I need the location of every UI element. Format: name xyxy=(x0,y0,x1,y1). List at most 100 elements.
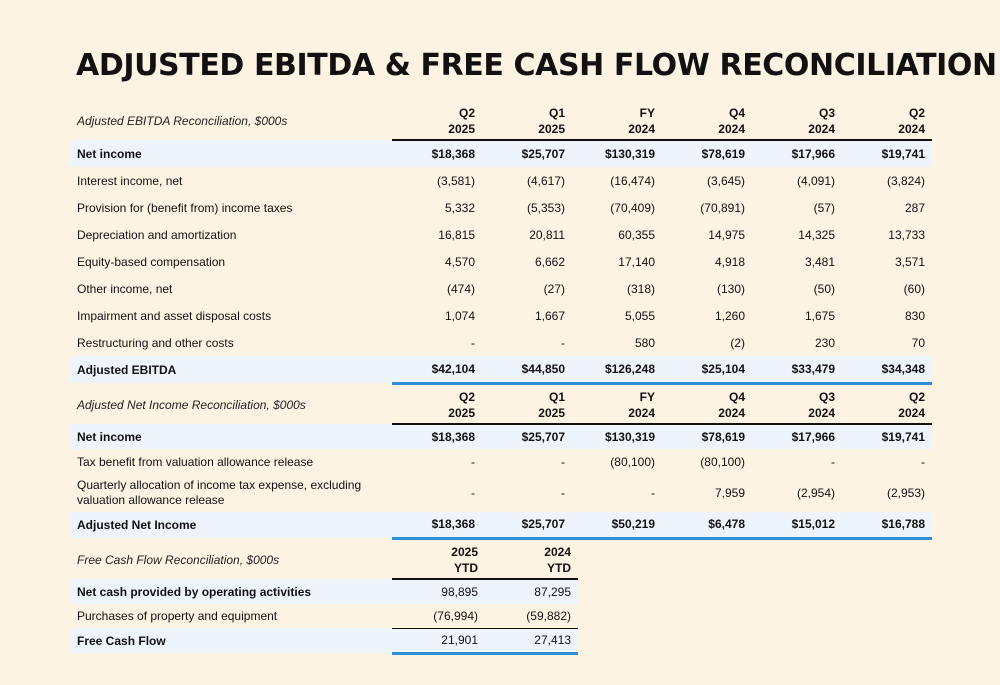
table-cell: (57) xyxy=(813,200,835,215)
table-cell: (2,954) xyxy=(796,486,835,500)
table-cell: (4,091) xyxy=(796,173,835,188)
table-cell: $18,368 xyxy=(392,512,482,540)
total-row: Adjusted EBITDA $42,104 $44,850 $126,248… xyxy=(70,356,932,385)
column-header-top: Q3 xyxy=(818,389,835,404)
column-header-top: Q2 xyxy=(908,389,925,404)
column-header: Q4 2024 xyxy=(662,386,752,425)
adjusted-ebitda-table: Adjusted EBITDA Reconciliation, $000s Q2… xyxy=(70,102,932,385)
table-cell: $17,966 xyxy=(791,430,835,444)
table-cell: $78,619 xyxy=(701,430,745,444)
row-label: Quarterly allocation of income tax expen… xyxy=(77,478,362,507)
column-header-bottom: YTD xyxy=(454,560,478,575)
row-label: Net income xyxy=(77,146,142,161)
table-cell: 17,140 xyxy=(618,254,655,269)
row-label: Net cash provided by operating activitie… xyxy=(77,584,312,599)
table-cell: $78,619 xyxy=(701,147,745,161)
row-label: Interest income, net xyxy=(77,173,183,188)
table-cell: 20,811 xyxy=(529,227,565,242)
table-cell: 14,975 xyxy=(708,227,745,242)
table-row: Purchases of property and equipment (76,… xyxy=(70,604,578,629)
column-header-bottom: 2024 xyxy=(628,405,655,420)
column-header-top: Q2 xyxy=(908,105,925,120)
column-header-bottom: 2024 xyxy=(898,405,925,420)
row-label: Impairment and asset disposal costs xyxy=(77,308,272,323)
column-header-top: 2024 xyxy=(544,544,571,559)
table-cell: 1,675 xyxy=(804,308,835,323)
table-header-row: Adjusted EBITDA Reconciliation, $000s Q2… xyxy=(70,102,932,141)
column-header-bottom: 2025 xyxy=(448,405,475,420)
row-label: Adjusted Net Income xyxy=(77,518,197,532)
table-cell: 27,413 xyxy=(485,628,578,655)
table-cell: $25,104 xyxy=(662,356,752,385)
table-cell: - xyxy=(651,486,655,500)
table-header-label: Adjusted Net Income Reconciliation, $000… xyxy=(77,398,306,412)
row-label: Purchases of property and equipment xyxy=(77,609,278,623)
table-cell: (474) xyxy=(446,281,475,296)
column-header: 2025 YTD xyxy=(392,541,485,580)
table-cell: (3,645) xyxy=(706,173,745,188)
table-cell: - xyxy=(831,454,835,469)
column-header-bottom: 2024 xyxy=(718,405,745,420)
table-header-label: Free Cash Flow Reconciliation, $000s xyxy=(77,553,280,567)
table-cell: $34,348 xyxy=(842,356,932,385)
table-row: Provision for (benefit from) income taxe… xyxy=(70,194,932,221)
table-cell: 14,325 xyxy=(798,227,835,242)
table-cell: $50,219 xyxy=(572,512,662,540)
table-cell: 230 xyxy=(814,335,835,350)
table-cell: (5,353) xyxy=(526,200,565,215)
column-header-top: Q2 xyxy=(458,105,475,120)
table-cell: $42,104 xyxy=(392,356,482,385)
table-cell: 1,667 xyxy=(534,308,565,323)
table-cell: 287 xyxy=(904,200,925,215)
column-header-bottom: 2024 xyxy=(808,121,835,136)
table-cell: $126,248 xyxy=(572,356,662,385)
column-header-bottom: 2024 xyxy=(808,405,835,420)
table-cell: 87,295 xyxy=(534,585,571,599)
table-cell: 60,355 xyxy=(618,227,655,242)
column-header: 2024 YTD xyxy=(485,541,578,580)
table-header-row: Free Cash Flow Reconciliation, $000s 202… xyxy=(70,541,578,580)
table-cell: (50) xyxy=(813,281,835,296)
table-cell: 5,332 xyxy=(444,200,475,215)
table-cell: 98,895 xyxy=(441,585,478,599)
column-header-bottom: 2025 xyxy=(538,405,565,420)
table-cell: (2,953) xyxy=(886,486,925,500)
table-cell: (16,474) xyxy=(610,173,655,188)
table-cell: $19,741 xyxy=(881,147,925,161)
column-header: Q4 2024 xyxy=(662,102,752,141)
table-row: Net cash provided by operating activitie… xyxy=(70,579,578,604)
table-cell: 21,901 xyxy=(392,628,485,655)
table-cell: - xyxy=(471,335,475,350)
table-row: Interest income, net (3,581) (4,617) (16… xyxy=(70,167,932,194)
table-cell: (130) xyxy=(716,281,745,296)
table-cell: $44,850 xyxy=(482,356,572,385)
table-row: Tax benefit from valuation allowance rel… xyxy=(70,449,932,474)
table-cell: 1,074 xyxy=(444,308,475,323)
table-cell: - xyxy=(561,486,565,500)
table-cell: 4,570 xyxy=(444,254,475,269)
table-cell: - xyxy=(471,486,475,500)
column-header-bottom: 2025 xyxy=(538,121,565,136)
row-label: Net income xyxy=(77,429,142,444)
free-cash-flow-table: Free Cash Flow Reconciliation, $000s 202… xyxy=(70,541,578,655)
column-header-top: Q1 xyxy=(548,389,565,404)
table-cell: (59,882) xyxy=(485,604,578,629)
table-cell: $17,966 xyxy=(791,147,835,161)
table-cell: $6,478 xyxy=(662,512,752,540)
table-cell: (4,617) xyxy=(526,173,565,188)
column-header-bottom: YTD xyxy=(547,560,571,575)
column-header: Q1 2025 xyxy=(482,386,572,425)
table-cell: (60) xyxy=(903,281,925,296)
column-header-top: Q3 xyxy=(818,105,835,120)
page-title: ADJUSTED EBITDA & FREE CASH FLOW RECONCI… xyxy=(76,48,997,83)
table-row: Depreciation and amortization 16,815 20,… xyxy=(70,221,932,248)
column-header-top: Q1 xyxy=(548,105,565,120)
table-cell: - xyxy=(561,335,565,350)
column-header-top: 2025 xyxy=(451,544,478,559)
table-cell: 6,662 xyxy=(534,254,565,269)
table-row: Net income $18,368 $25,707 $130,319 $78,… xyxy=(70,424,932,449)
row-label: Other income, net xyxy=(77,281,173,296)
table-cell: $19,741 xyxy=(881,430,925,444)
table-cell: (3,824) xyxy=(886,173,925,188)
table-cell: - xyxy=(471,454,475,469)
